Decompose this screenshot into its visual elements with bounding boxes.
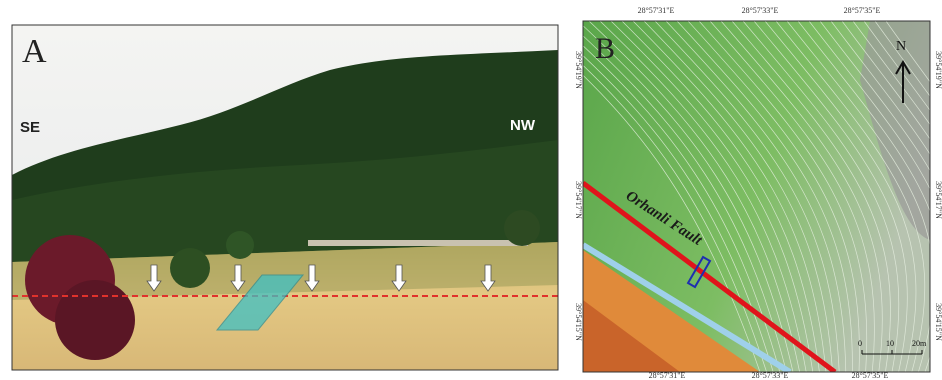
tree: [170, 248, 210, 288]
coord-label: 28°57'35"E: [852, 371, 889, 380]
coord-label: 39°54'17"N: [574, 181, 583, 219]
photo: [12, 25, 558, 370]
coord-label: 39°54'17"N: [934, 181, 942, 219]
tree: [504, 210, 540, 246]
coord-label: 39°54'15"N: [934, 303, 942, 341]
panel-label: B: [595, 32, 615, 65]
scale-label: 20m: [912, 339, 927, 348]
coord-label: 28°57'33"E: [742, 6, 779, 15]
direction-label: NW: [510, 117, 536, 134]
fence: [308, 240, 528, 246]
figure: A SE NW B Orhanli Fault N 0 10 20m 28°57…: [0, 0, 942, 380]
coord-label: 28°57'35"E: [844, 6, 881, 15]
direction-label: SE: [20, 119, 40, 136]
tree: [226, 231, 254, 259]
coord-label: 28°57'31"E: [638, 6, 675, 15]
coord-label: 39°54'15"N: [574, 303, 583, 341]
coord-label: 28°57'33"E: [752, 371, 789, 380]
coord-label: 28°57'31"E: [649, 371, 686, 380]
scale-label: 10: [886, 339, 894, 348]
panel-label: A: [22, 33, 47, 70]
scale-label: 0: [858, 339, 862, 348]
map: [523, 21, 942, 372]
coord-label: 39°54'19"N: [574, 51, 583, 89]
coord-label: 39°54'19"N: [934, 51, 942, 89]
red-tree: [55, 280, 135, 360]
north-label: N: [896, 39, 906, 54]
